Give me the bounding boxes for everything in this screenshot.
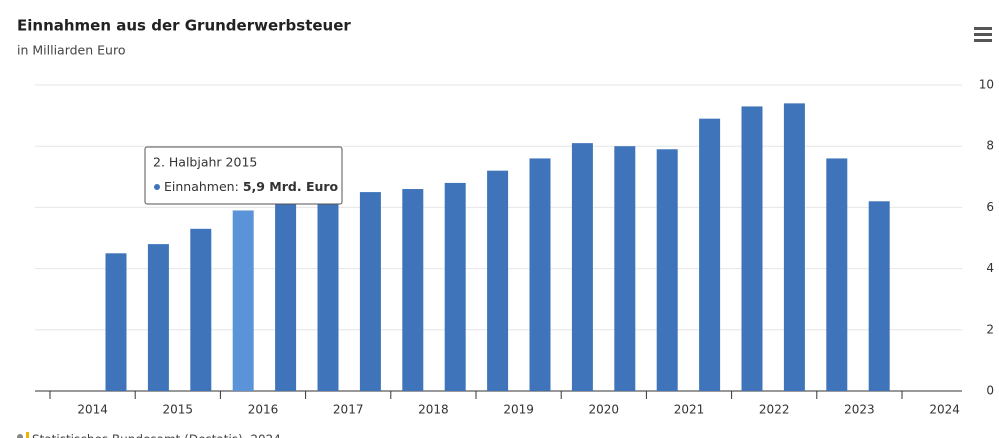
- tooltip-line: Einnahmen: 5,9 Mrd. Euro: [164, 179, 339, 194]
- bar: [868, 201, 890, 391]
- x-tick-label: 2016: [248, 403, 279, 417]
- tooltip-box: [144, 146, 343, 205]
- x-tick-label: 2023: [844, 403, 875, 417]
- menu-bar[interactable]: [974, 33, 992, 36]
- y-tick-label: 10: [979, 78, 994, 92]
- bar: [190, 228, 212, 391]
- chart-title: Einnahmen aus der Grunderwerbsteuer: [17, 17, 351, 35]
- bar: [614, 146, 636, 391]
- bar: [402, 189, 424, 391]
- x-tick-label: 2019: [503, 403, 534, 417]
- tooltip-dot: [154, 184, 160, 190]
- bar: [783, 103, 805, 392]
- source-icon: [17, 434, 23, 438]
- menu-bar[interactable]: [974, 27, 992, 30]
- tooltip-value: 5,9 Mrd. Euro: [243, 179, 339, 194]
- bar: [529, 158, 551, 391]
- source-icon: [26, 432, 29, 438]
- chart-subtitle: in Milliarden Euro: [17, 43, 125, 58]
- x-tick-label: 2020: [589, 403, 620, 417]
- y-tick-label: 8: [986, 139, 994, 153]
- bar: [232, 210, 254, 391]
- x-tick-label: 2021: [674, 403, 705, 417]
- bar: [656, 149, 678, 391]
- bar: [275, 201, 297, 391]
- source: Statistisches Bundesamt (Destatis), 2024: [32, 433, 281, 438]
- bar: [741, 106, 763, 392]
- y-tick-label: 0: [986, 384, 994, 398]
- menu-icon[interactable]: [974, 27, 992, 42]
- bar: [487, 170, 509, 391]
- bar: [317, 198, 339, 391]
- x-tick-label: 2022: [759, 403, 790, 417]
- y-tick-label: 6: [986, 200, 994, 214]
- tooltip: 2. Halbjahr 2015 Einnahmen: 5,9 Mrd. Euro: [144, 146, 343, 205]
- menu-bar[interactable]: [974, 39, 992, 42]
- x-tick-label: 2017: [333, 403, 364, 417]
- bar: [571, 143, 593, 391]
- bar: [105, 253, 127, 391]
- bar: [699, 118, 721, 391]
- bar: [444, 182, 466, 391]
- x-tick-label: 2015: [163, 403, 194, 417]
- bar: [147, 244, 169, 391]
- bar: [359, 192, 381, 391]
- y-tick-label: 4: [986, 261, 994, 275]
- x-tick-label: 2014: [77, 403, 108, 417]
- tooltip-label: Einnahmen:: [164, 179, 239, 194]
- x-tick-label: 2024: [929, 403, 960, 417]
- y-tick-label: 2: [986, 322, 994, 336]
- tooltip-title: 2. Halbjahr 2015: [153, 155, 257, 170]
- x-tick-label: 2018: [418, 403, 449, 417]
- bar: [826, 158, 848, 391]
